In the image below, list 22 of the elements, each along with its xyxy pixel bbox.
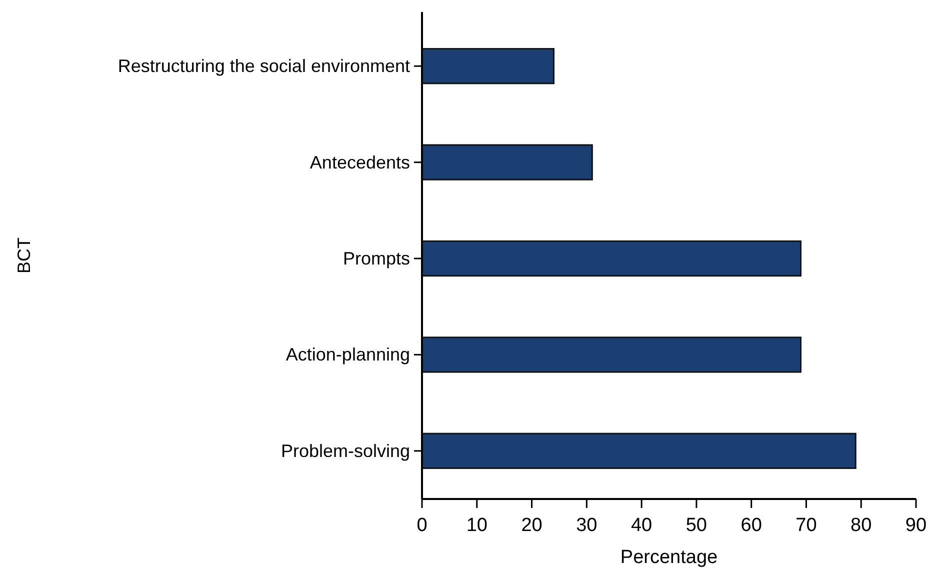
x-tick-label: 60 [740,515,762,536]
y-tick-label: Prompts [342,248,410,268]
x-tick-label: 50 [686,515,708,536]
x-tick-label: 80 [850,515,872,536]
y-tick-label: Antecedents [310,152,410,172]
x-axis-title: Percentage [620,547,718,568]
bar [421,48,554,84]
x-tick-label: 30 [576,515,598,536]
x-tick-label: 20 [521,515,542,536]
bar [421,144,593,180]
x-tick-label: 70 [796,515,817,536]
x-tick-label: 40 [630,515,652,536]
y-axis-title: BCT [14,237,34,274]
bar [421,336,802,373]
y-tick-label: Restructuring the social environment [118,56,410,76]
x-tick-label: 10 [466,515,488,536]
x-tick-label: 90 [905,515,927,536]
bar [421,240,802,277]
y-tick-label: Action-planning [286,344,410,365]
bar [421,432,856,469]
y-tick-label: Problem-solving [280,440,410,461]
x-tick-label: 0 [416,515,428,536]
